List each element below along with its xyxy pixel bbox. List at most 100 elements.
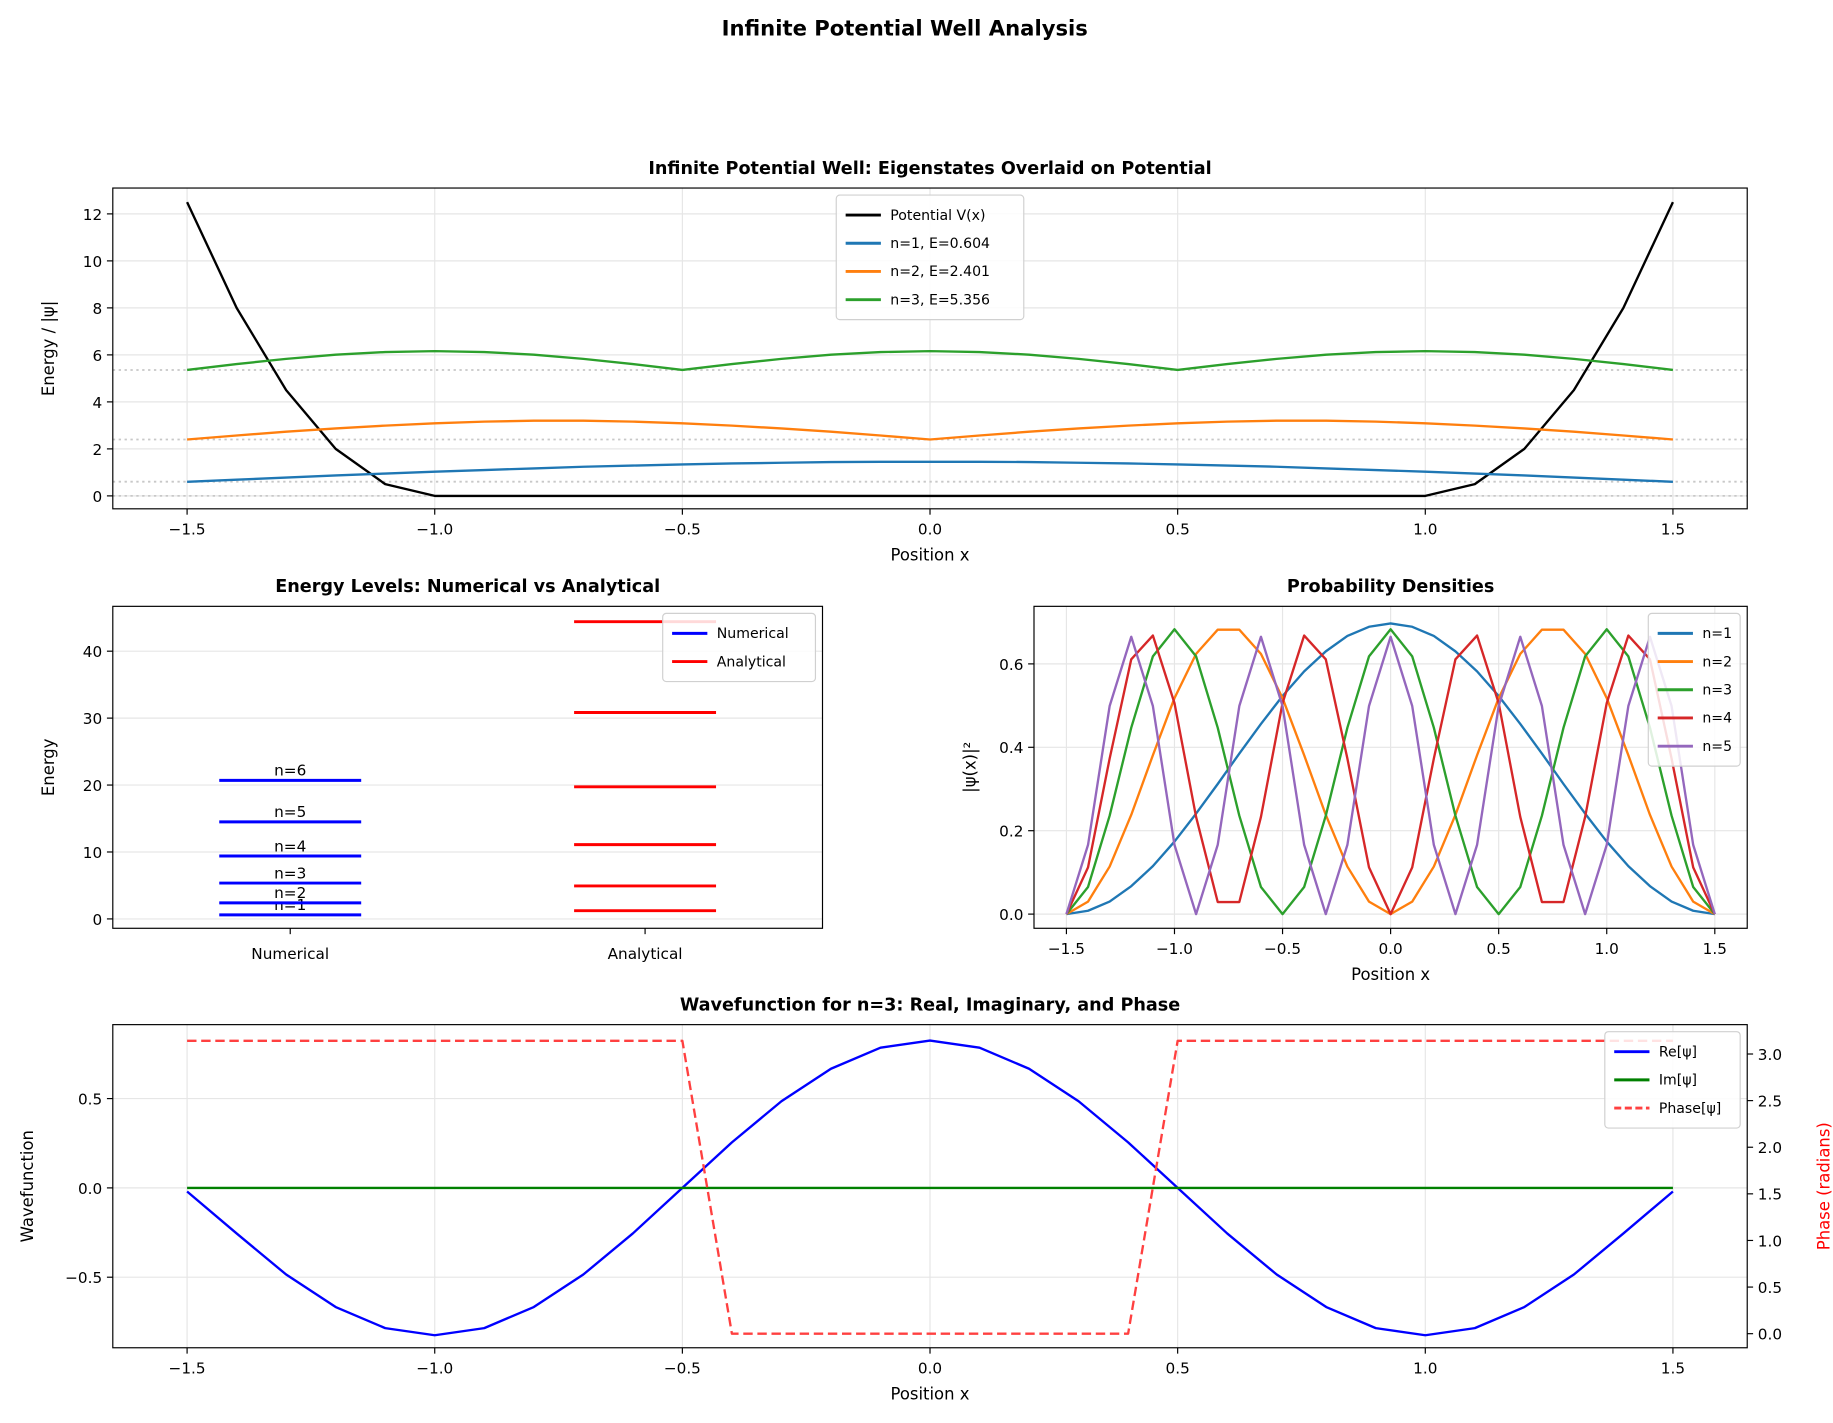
line-series	[187, 1039, 1673, 1335]
x-tick-label: −1.0	[1156, 940, 1193, 958]
panel: Numerical Analytical 0 10 20 30 40 Energy Level…	[39, 577, 824, 963]
y-tick-label: 4	[93, 394, 103, 412]
y-tick-label: 0	[93, 488, 103, 506]
panel: −1.5 −1.0 −0.5 0.0 0.5 1.0 1.5 −0.5 0.0 0.5 0.0 0.5…	[18, 996, 1833, 1404]
x-tick-label: 1.5	[1661, 521, 1685, 539]
plot-frame	[1033, 605, 1748, 929]
y-axis-label: Wavefunction	[18, 1130, 37, 1242]
y-tick-label: 20	[83, 777, 102, 795]
level-label: n=1	[274, 896, 306, 914]
legend-label: n=1	[1702, 626, 1732, 642]
y-tick-label: 30	[83, 710, 102, 728]
y-tick-label: 0.0	[999, 906, 1023, 924]
x-tick-label: −1.0	[416, 521, 453, 539]
y-tick-label: 0.4	[999, 739, 1023, 757]
y-tick-label: 0.5	[78, 1090, 102, 1108]
x-axis-label: Position x	[891, 1384, 970, 1403]
legend-label: Im[ψ]	[1659, 1073, 1697, 1089]
y2-tick-label: 1.5	[1758, 1186, 1782, 1204]
y-tick-label: 40	[83, 643, 102, 661]
x-tick-label: −1.5	[169, 1360, 206, 1378]
y2-axis-label: Phase (radians)	[1814, 1122, 1833, 1250]
legend-label: n=2	[1702, 654, 1732, 670]
x-tick-label: Analytical	[608, 945, 683, 963]
y-tick-label: 0.2	[999, 823, 1023, 841]
x-tick-label: −1.0	[416, 1360, 453, 1378]
line-series	[1065, 635, 1716, 916]
level-label: n=2	[274, 884, 306, 902]
line-series	[187, 419, 1674, 441]
panel: −1.5 −1.0 −0.5 0.0 0.5 1.0 1.5 0.0 0.2 0.4 0.6 Prob…	[960, 577, 1748, 984]
y-tick-label: 0.6	[999, 656, 1023, 674]
y-tick-label: 10	[83, 844, 102, 862]
legend-box	[1647, 612, 1741, 767]
legend-box	[1604, 1031, 1741, 1129]
x-tick-label: 1.0	[1413, 521, 1437, 539]
figure-title: Infinite Potential Well Analysis	[722, 15, 1088, 40]
x-tick-label: Numerical	[251, 945, 329, 963]
legend-label: n=3	[1702, 682, 1732, 698]
x-axis-label: Position x	[1351, 965, 1430, 984]
x-axis-label: Position x	[891, 546, 970, 565]
x-tick-label: 0.5	[1166, 521, 1190, 539]
line-series	[186, 201, 1674, 498]
x-tick-label: −0.5	[664, 521, 701, 539]
y2-tick-label: 0.0	[1758, 1326, 1782, 1344]
x-tick-label: −0.5	[1264, 940, 1301, 958]
x-tick-label: 0.5	[1487, 940, 1511, 958]
legend-box	[662, 612, 817, 683]
line-series	[186, 349, 1674, 372]
level-label: n=5	[274, 803, 306, 821]
y-tick-label: 0	[93, 911, 103, 929]
line-series	[1065, 634, 1716, 916]
plot-frame	[112, 187, 1748, 510]
legend-label: n=2, E=2.401	[890, 264, 990, 280]
y-tick-label: 10	[83, 253, 102, 271]
line-series	[187, 460, 1673, 483]
panel-title: Wavefunction for n=3: Real, Imaginary, a…	[680, 996, 1180, 1016]
y2-tick-label: 2.0	[1758, 1139, 1782, 1157]
legend-label: Phase[ψ]	[1659, 1101, 1721, 1117]
y-tick-label: 0.0	[78, 1180, 102, 1198]
x-tick-label: 1.0	[1595, 940, 1619, 958]
legend-label: Potential V(x)	[890, 208, 985, 224]
x-tick-label: −0.5	[664, 1360, 701, 1378]
x-tick-label: 1.5	[1661, 1360, 1685, 1378]
level-label: n=6	[274, 762, 306, 780]
plot-frame	[112, 1024, 1748, 1349]
level-label: n=4	[274, 837, 306, 855]
legend-label: n=5	[1702, 739, 1732, 755]
x-tick-label: 1.5	[1703, 940, 1727, 958]
y-tick-label: −0.5	[65, 1269, 102, 1287]
plot-frame	[112, 605, 824, 929]
line-series	[186, 1039, 1674, 1337]
x-tick-label: 0.5	[1166, 1360, 1190, 1378]
legend-label: n=1, E=0.604	[890, 236, 990, 252]
legend-box	[835, 194, 1025, 321]
y-tick-label: 12	[83, 206, 102, 224]
y2-tick-label: 1.0	[1758, 1232, 1782, 1250]
legend-label: Numerical	[717, 626, 789, 642]
y2-tick-label: 3.0	[1758, 1046, 1782, 1064]
y-tick-label: 6	[93, 347, 103, 365]
line-series	[1065, 628, 1716, 916]
y-axis-label: Energy / |ψ|	[39, 301, 58, 396]
legend-label: n=3, E=5.356	[890, 292, 990, 308]
panel-title: Probability Densities	[1287, 577, 1494, 597]
panel-title: Infinite Potential Well: Eigenstates Ove…	[648, 159, 1211, 179]
y-axis-label: Energy	[39, 738, 58, 796]
x-tick-label: −1.5	[169, 521, 206, 539]
y-axis-label: |ψ(x)|²	[960, 742, 979, 793]
legend-label: Analytical	[717, 654, 786, 670]
y2-tick-label: 0.5	[1758, 1279, 1782, 1297]
x-tick-label: 0.0	[918, 521, 942, 539]
y2-tick-label: 2.5	[1758, 1092, 1782, 1110]
level-label: n=3	[274, 864, 306, 882]
panel-title: Energy Levels: Numerical vs Analytical	[275, 577, 660, 597]
y-tick-label: 8	[93, 300, 103, 318]
x-tick-label: 0.0	[918, 1360, 942, 1378]
x-tick-label: −1.5	[1048, 940, 1085, 958]
legend-label: Re[ψ]	[1659, 1044, 1697, 1060]
